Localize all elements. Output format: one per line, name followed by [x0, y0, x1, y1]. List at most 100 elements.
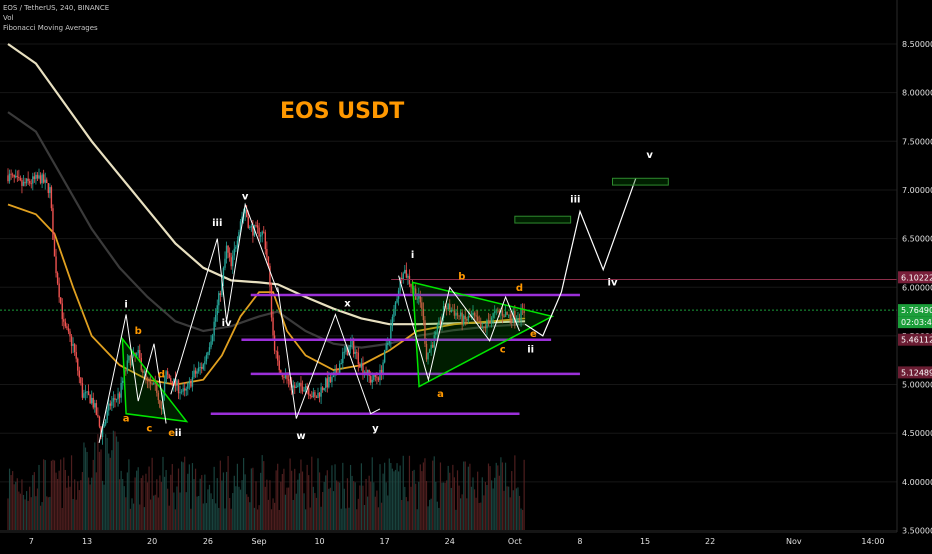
- candle-body: [309, 394, 311, 397]
- volume-bar: [140, 478, 142, 530]
- volume-bar: [460, 498, 462, 530]
- volume-bar: [446, 480, 448, 530]
- candle-body: [191, 377, 194, 387]
- candle-body: [53, 239, 56, 257]
- candle-body: [439, 320, 442, 325]
- volume-bar: [8, 468, 11, 530]
- volume-bar: [12, 471, 14, 530]
- candle-body: [125, 370, 127, 372]
- candle-body: [77, 358, 79, 371]
- candle-body: [311, 396, 313, 397]
- volume-bar: [33, 472, 35, 530]
- candle-body: [301, 386, 304, 392]
- volume-bar: [163, 476, 166, 530]
- price-tick-label: 8.50000: [902, 40, 932, 49]
- volume-bar: [503, 490, 505, 530]
- volume-bar: [301, 471, 304, 530]
- volume-bar: [154, 494, 156, 530]
- candle-body: [284, 375, 287, 378]
- candle-body: [303, 390, 305, 392]
- candle-body: [366, 369, 369, 375]
- volume-bar: [390, 462, 392, 530]
- volume-bar: [399, 465, 401, 530]
- volume-bar: [106, 437, 108, 530]
- volume-bar: [191, 463, 194, 530]
- time-axis[interactable]: 7 13 20 26 Sep 10 17 24 Oct 8 15 22 Nov 14:00: [0, 531, 897, 546]
- wave-label: iii: [570, 195, 580, 206]
- time-tick-label: 22: [705, 537, 715, 546]
- candle-body: [323, 388, 325, 390]
- volume-bar: [216, 478, 218, 530]
- candle-body: [131, 356, 133, 366]
- candle-body: [456, 312, 459, 316]
- candle-body: [273, 335, 276, 351]
- volume-indicator-label[interactable]: Vol: [3, 14, 14, 22]
- volume-bar: [263, 461, 265, 530]
- volume-bar: [84, 447, 87, 530]
- candle-body: [197, 367, 200, 372]
- volume-bar: [379, 464, 381, 530]
- volume-bar: [353, 481, 355, 530]
- candle-body: [432, 344, 434, 348]
- volume-bar: [36, 488, 39, 530]
- volume-bar: [64, 469, 66, 530]
- candle-body: [263, 231, 265, 233]
- candle-body: [103, 424, 105, 428]
- candle-body: [517, 318, 519, 320]
- candle-body: [67, 328, 70, 332]
- candle-body: [312, 392, 315, 397]
- candle-body: [292, 385, 294, 388]
- candle-body: [430, 344, 432, 350]
- volume-bar: [326, 470, 328, 530]
- volume-bar: [495, 462, 497, 530]
- candle-body: [159, 400, 161, 408]
- volume-bar: [339, 482, 341, 530]
- volume-bar: [478, 502, 480, 530]
- candle-body: [352, 340, 355, 354]
- volume-bar: [218, 507, 220, 530]
- time-tick-label: 20: [147, 537, 157, 546]
- symbol-title[interactable]: EOS / TetherUS, 240, BINANCE: [3, 4, 110, 12]
- candle-body: [46, 179, 48, 184]
- volume-bar: [21, 479, 23, 530]
- candle-body: [394, 302, 397, 309]
- volume-bar: [342, 462, 344, 530]
- candle-body: [266, 249, 268, 257]
- price-axis[interactable]: 8.50000 8.00000 7.50000 7.00000 6.50000 6.000…: [896, 0, 932, 536]
- volume-bar: [94, 442, 96, 530]
- volume-bar: [258, 505, 260, 530]
- volume-bar: [188, 464, 190, 530]
- volume-bar: [374, 496, 376, 530]
- candle-body: [58, 283, 60, 298]
- candle-body: [208, 347, 211, 353]
- volume-bar: [174, 509, 176, 530]
- candle-body: [63, 319, 65, 322]
- candle-body: [87, 391, 90, 395]
- candle-body: [436, 325, 439, 332]
- volume-bar: [173, 492, 175, 530]
- candle-body: [297, 385, 299, 388]
- volume-bar: [41, 502, 43, 530]
- volume-bar: [117, 441, 119, 530]
- candle-body: [112, 398, 115, 402]
- volume-bar: [208, 484, 211, 530]
- candle-body: [21, 180, 23, 186]
- candle-body: [373, 373, 375, 380]
- candle-body: [422, 308, 425, 321]
- volume-bar: [281, 474, 283, 530]
- candle-body: [38, 175, 40, 179]
- candle-body: [461, 312, 463, 325]
- candle-body: [455, 312, 457, 316]
- candle-body: [64, 321, 67, 327]
- candle-body: [387, 343, 389, 345]
- volume-bar: [315, 497, 318, 530]
- volume-bar: [126, 472, 128, 530]
- volume-bar: [266, 479, 268, 530]
- fib-ma-indicator-label[interactable]: Fibonacci Moving Averages: [3, 24, 98, 32]
- candle-body: [382, 362, 384, 374]
- volume-bar: [194, 468, 197, 530]
- candle-body: [55, 256, 57, 274]
- volume-bar: [357, 498, 359, 530]
